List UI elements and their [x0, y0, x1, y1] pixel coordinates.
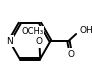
Text: O: O — [68, 50, 75, 59]
Text: N: N — [6, 37, 13, 46]
Text: OCH₃: OCH₃ — [21, 27, 44, 36]
Text: OH: OH — [80, 26, 92, 35]
Text: O: O — [36, 37, 43, 46]
